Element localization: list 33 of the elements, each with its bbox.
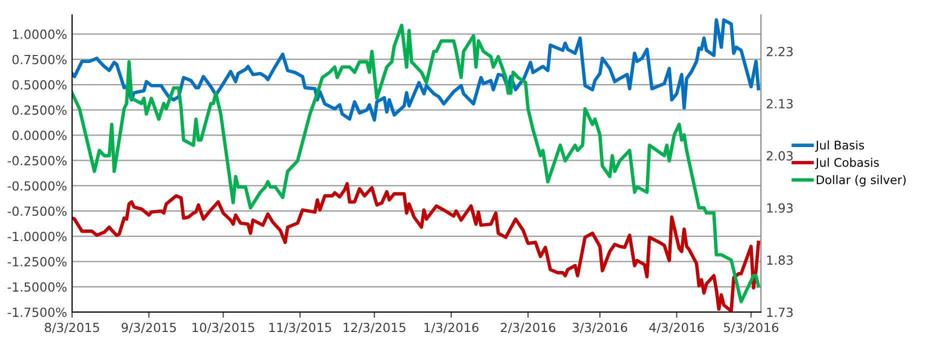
x-tick-label: 2/3/2016	[500, 322, 556, 334]
x-tick-label: 9/3/2015	[122, 322, 176, 334]
x-tick-label: 4/3/2016	[649, 322, 704, 334]
y-tick-label: -1.2500%	[8, 257, 67, 266]
line-series	[72, 24, 760, 304]
y-tick-label: 0.5000%	[12, 80, 67, 90]
y-tick-label: -1.0000%	[8, 232, 67, 242]
y-tick-label: -0.5000%	[8, 181, 67, 191]
y-tick-label: -1.5000%	[8, 282, 67, 292]
x-tick-label: 10/3/2015	[192, 322, 254, 334]
y2-tick-label: 1.93	[767, 203, 793, 213]
x-tick-label: 12/3/2015	[344, 322, 406, 334]
y-tick-label: -0.7500%	[8, 206, 67, 216]
legend-label: Jul Basis	[815, 140, 864, 152]
y-tick-label: 0.7500%	[12, 54, 67, 64]
legend-label: Jul Cobasis	[815, 158, 879, 170]
y2-tick-label: 2.03	[766, 151, 793, 161]
x-tick-label: 11/3/2015	[269, 322, 332, 334]
line-series	[72, 18, 760, 122]
y2-tick-label: 1.73	[767, 308, 793, 318]
y-tick-label: -1.7500%	[8, 308, 67, 318]
y-tick-label: 0.0000%	[12, 130, 67, 140]
legend-label: Dollar (g silver)	[816, 175, 906, 187]
y-tick-label: 1.0000%	[12, 30, 67, 40]
y2-tick-label: 1.83	[767, 255, 793, 265]
y2-tick-label: 2.13	[766, 98, 793, 108]
x-tick-label: 8/3/2015	[44, 322, 100, 334]
x-tick-label: 5/3/2016	[724, 322, 778, 334]
x-tick-label: 3/3/2016	[572, 322, 628, 334]
x-tick-label: 1/3/2016	[424, 322, 478, 334]
y-tick-label: 0.2500%	[12, 105, 67, 115]
y-tick-label: -0.2500%	[8, 156, 67, 166]
y2-tick-label: 2.23	[766, 46, 793, 56]
